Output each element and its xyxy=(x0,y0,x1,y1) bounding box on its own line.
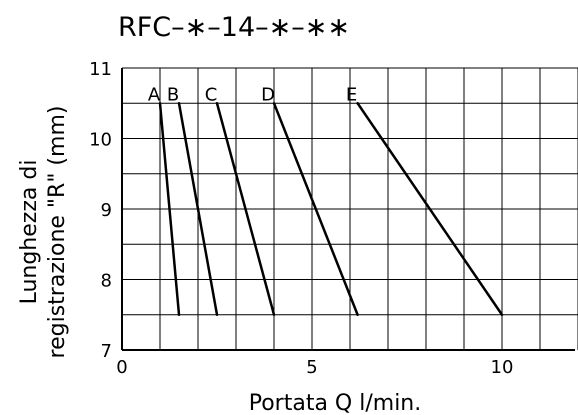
series-label-c: C xyxy=(205,84,218,105)
y-tick-label: 8 xyxy=(101,271,112,292)
y-axis-label-line-1: Lunghezza di xyxy=(17,160,42,305)
series-label-a: A xyxy=(148,84,161,105)
y-tick-label: 7 xyxy=(101,341,112,362)
y-axis-label-line-2: registrazione "R" (mm) xyxy=(45,106,70,359)
x-axis-label: Portata Q l/min. xyxy=(249,391,422,415)
y-tick-label: 9 xyxy=(101,200,112,221)
series-label-e: E xyxy=(346,84,357,105)
series-line-c xyxy=(215,102,276,316)
series-line-e xyxy=(356,102,504,316)
series-line-a xyxy=(158,102,181,316)
y-tick-label: 10 xyxy=(89,130,112,151)
series-label-d: D xyxy=(261,84,275,105)
x-tick-label: 0 xyxy=(116,357,127,378)
x-tick-label: 5 xyxy=(306,357,317,378)
series-line-d xyxy=(272,102,359,316)
x-tick-label: 10 xyxy=(491,357,514,378)
chart-title: RFC–∗–14–∗–∗∗ xyxy=(118,12,350,43)
tick-labels: 0 5 10 7 8 9 10 11 xyxy=(89,59,513,378)
series-label-b: B xyxy=(167,84,179,105)
series-line-b xyxy=(177,102,219,316)
y-tick-label: 11 xyxy=(89,59,112,80)
grid xyxy=(122,67,578,350)
